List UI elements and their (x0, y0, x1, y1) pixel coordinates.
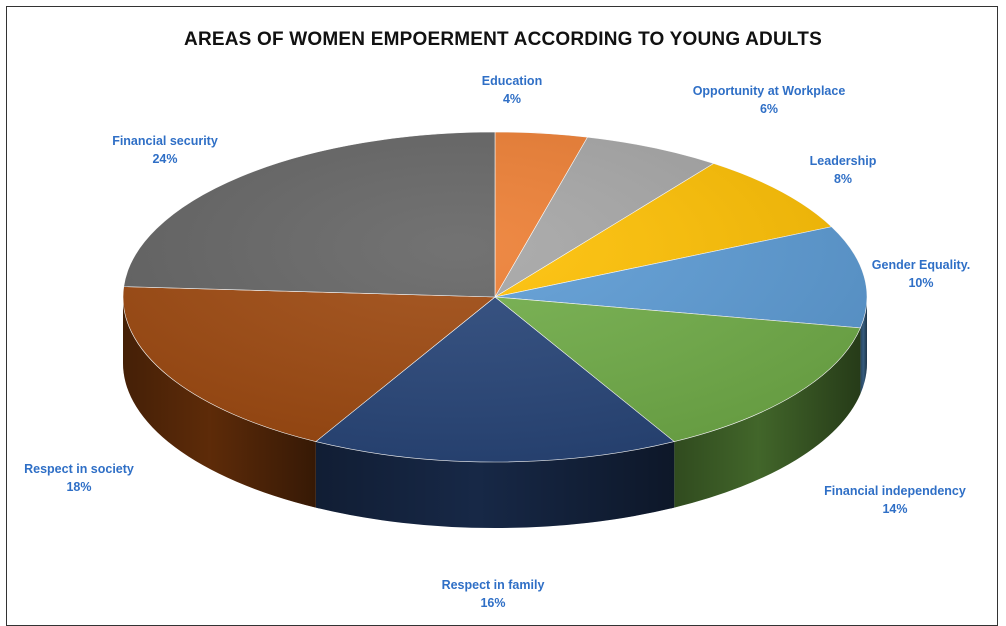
slice-label-name: Respect in society (24, 462, 134, 476)
slice-label-name: Respect in family (442, 578, 545, 592)
chart-title: AREAS OF WOMEN EMPOERMENT ACCORDING TO Y… (184, 29, 822, 50)
slice-label-name: Leadership (810, 154, 877, 168)
slice-label-respect-in-family: Respect in family 16% (442, 578, 545, 610)
slice-label-percent: 6% (760, 102, 778, 116)
pie-sides (123, 297, 867, 528)
slice-label-financial-independency: Financial independency 14% (824, 484, 966, 516)
pie-side-shade (315, 441, 675, 528)
pie-chart: Education 4% Opportunity at Workplace 6% Lea… (24, 74, 970, 610)
slice-label-opportunity-at-workplace: Opportunity at Workplace 6% (693, 84, 846, 116)
chart-frame: AREAS OF WOMEN EMPOERMENT ACCORDING TO Y… (6, 6, 998, 626)
slice-label-financial-security: Financial security 24% (112, 134, 218, 166)
slice-label-name: Financial independency (824, 484, 966, 498)
pie-labels: Education 4% Opportunity at Workplace 6% Lea… (24, 74, 970, 610)
slice-label-name: Gender Equality. (872, 258, 970, 272)
slice-label-percent: 14% (882, 502, 907, 516)
slice-label-education: Education 4% (482, 74, 542, 106)
pie-side-shade (674, 327, 861, 508)
slice-label-name: Education (482, 74, 542, 88)
slice-label-gender-equality: Gender Equality. 10% (872, 258, 970, 290)
slice-label-percent: 10% (908, 276, 933, 290)
slice-label-name: Opportunity at Workplace (693, 84, 846, 98)
slice-label-percent: 8% (834, 172, 852, 186)
pie-tops (122, 131, 868, 463)
pie-side-shade (123, 297, 316, 508)
slice-label-name: Financial security (112, 134, 218, 148)
slice-label-respect-in-society: Respect in society 18% (24, 462, 134, 494)
slice-label-percent: 4% (503, 92, 521, 106)
slice-label-percent: 24% (152, 152, 177, 166)
slice-label-percent: 16% (480, 596, 505, 610)
slice-label-leadership: Leadership 8% (810, 154, 877, 186)
pie-top-shading (123, 132, 867, 462)
slice-label-percent: 18% (66, 480, 91, 494)
pie-side-shade (860, 297, 867, 394)
